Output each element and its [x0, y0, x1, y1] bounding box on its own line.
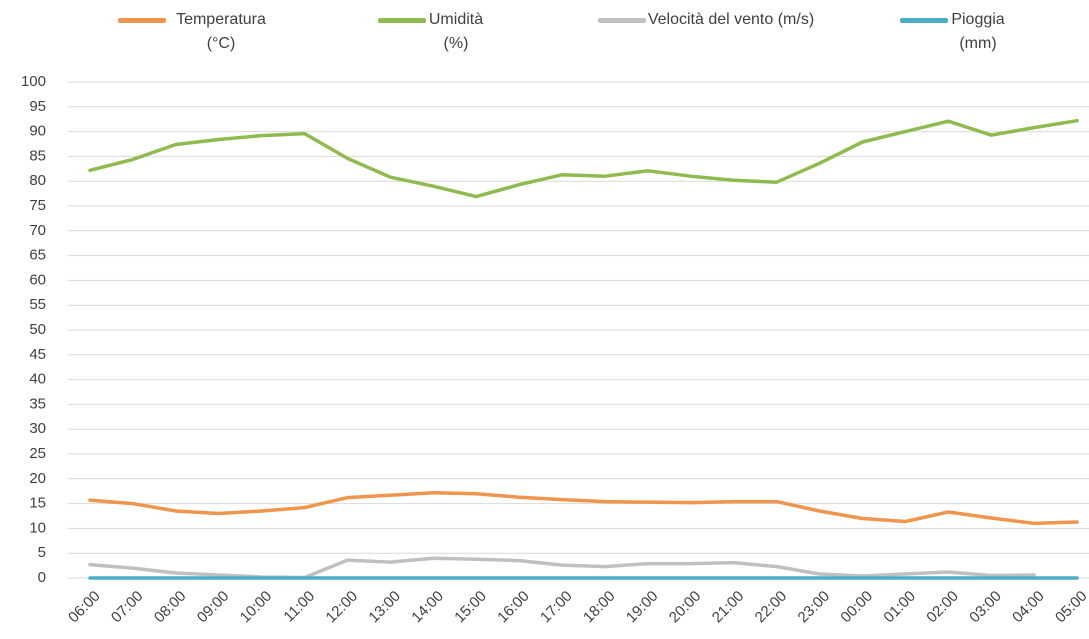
x-tick-label: 12:00	[323, 588, 362, 627]
y-tick-label: 45	[29, 346, 46, 363]
x-tick-label: 02:00	[923, 588, 962, 627]
y-tick-label: 0	[38, 569, 46, 586]
legend-item: Velocità del vento (m/s)	[598, 8, 816, 32]
y-tick-label: 40	[29, 371, 46, 388]
x-tick-label: 20:00	[666, 588, 705, 627]
legend-swatch	[900, 18, 948, 23]
x-tick-label: 00:00	[837, 588, 876, 627]
y-tick-label: 70	[29, 222, 46, 239]
legend-item: Temperatura (°C)	[118, 8, 276, 56]
legend-label: Pioggia (mm)	[951, 11, 1005, 52]
x-tick-label: 21:00	[709, 588, 748, 627]
x-tick-label: 05:00	[1052, 588, 1089, 627]
x-tick-label: 17:00	[537, 588, 576, 627]
legend-item: Pioggia (mm)	[900, 8, 1008, 56]
y-tick-label: 100	[21, 73, 46, 90]
legend-item: Umidità (%)	[378, 8, 486, 56]
legend-swatch	[598, 18, 646, 23]
y-tick-label: 20	[29, 470, 46, 487]
x-tick-label: 15:00	[451, 588, 490, 627]
series-line	[88, 556, 1036, 580]
y-tick-label: 65	[29, 247, 46, 264]
y-tick-label: 90	[29, 123, 46, 140]
x-tick-label: 10:00	[237, 588, 276, 627]
y-tick-label: 80	[29, 172, 46, 189]
legend-label: Umidità (%)	[428, 11, 484, 52]
x-tick-label: 11:00	[280, 588, 318, 626]
series-line	[88, 490, 1079, 526]
x-tick-label: 14:00	[408, 588, 447, 627]
y-tick-label: 95	[29, 98, 46, 115]
legend-swatch	[378, 18, 426, 23]
y-tick-label: 15	[29, 495, 46, 512]
x-tick-label: 03:00	[966, 588, 1005, 627]
legend-label: Temperatura (°C)	[176, 11, 266, 52]
x-tick-label: 07:00	[108, 588, 147, 627]
x-tick-label: 16:00	[494, 588, 533, 627]
x-tick-label: 01:00	[880, 588, 919, 627]
x-tick-label: 22:00	[752, 588, 791, 627]
y-tick-label: 85	[29, 147, 46, 164]
legend-label: Velocità del vento (m/s)	[647, 11, 815, 28]
x-tick-label: 06:00	[65, 588, 104, 627]
y-tick-label: 25	[29, 445, 46, 462]
y-tick-label: 75	[29, 197, 46, 214]
x-tick-label: 13:00	[365, 588, 404, 627]
y-tick-label: 60	[29, 271, 46, 288]
legend-swatch	[118, 18, 166, 23]
y-tick-label: 5	[38, 544, 46, 561]
x-tick-label: 09:00	[194, 588, 233, 627]
x-tick-label: 08:00	[151, 588, 190, 627]
x-tick-label: 23:00	[795, 588, 834, 627]
x-tick-label: 04:00	[1009, 588, 1048, 627]
y-tick-label: 30	[29, 420, 46, 437]
y-tick-label: 10	[29, 519, 46, 536]
y-tick-label: 55	[29, 296, 46, 313]
y-tick-label: 35	[29, 395, 46, 412]
x-tick-label: 18:00	[580, 588, 619, 627]
series-line	[88, 118, 1079, 199]
x-tick-label: 19:00	[623, 588, 662, 627]
y-tick-label: 50	[29, 321, 46, 338]
